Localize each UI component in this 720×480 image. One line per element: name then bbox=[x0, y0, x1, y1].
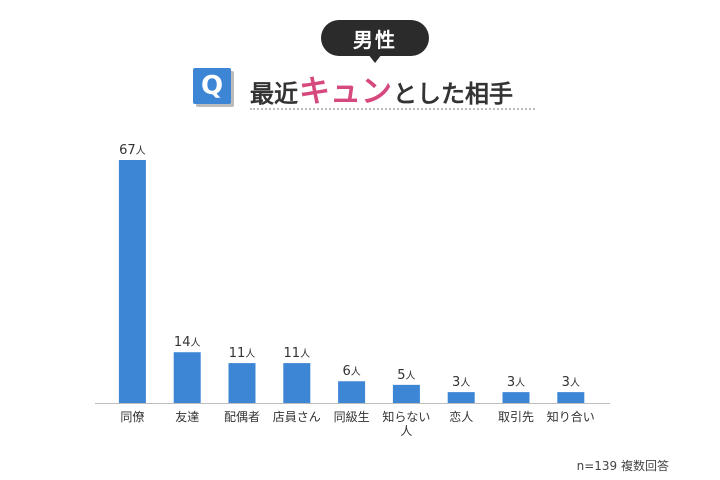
value-label: 14人 bbox=[174, 335, 201, 350]
title-prefix: 最近 bbox=[250, 80, 298, 108]
value-label: 3人 bbox=[562, 375, 580, 390]
category-label: 同僚 bbox=[120, 409, 144, 424]
value-label: 11人 bbox=[284, 346, 311, 361]
category-label: 恋人 bbox=[449, 409, 473, 424]
category-label: 配偶者 bbox=[224, 410, 260, 424]
bar-配偶者 bbox=[228, 363, 256, 403]
value-label: 3人 bbox=[452, 375, 470, 390]
title-divider bbox=[250, 108, 535, 110]
value-label: 67人 bbox=[119, 143, 146, 158]
bar-同級生 bbox=[338, 381, 366, 403]
category-label: 知らない人 bbox=[382, 410, 430, 438]
bar-知らない人 bbox=[392, 384, 420, 403]
category-label: 取引先 bbox=[498, 410, 534, 424]
title-accent: キュン bbox=[299, 74, 392, 110]
value-label: 5人 bbox=[397, 368, 415, 383]
bar-友達 bbox=[173, 352, 201, 403]
value-label: 11人 bbox=[229, 346, 256, 361]
category-label: 知り合い bbox=[547, 409, 595, 424]
bar-恋人 bbox=[447, 392, 475, 403]
category-label: 友達 bbox=[175, 410, 199, 424]
bar-店員さん bbox=[283, 363, 311, 403]
gender-badge: 男性 bbox=[321, 20, 429, 64]
question-icon: Q bbox=[193, 68, 231, 104]
value-label: 3人 bbox=[507, 375, 525, 390]
bar-知り合い bbox=[557, 392, 585, 403]
speech-bubble-tail bbox=[368, 54, 382, 63]
category-label: 同級生 bbox=[334, 410, 370, 424]
value-label: 6人 bbox=[342, 364, 360, 379]
category-label: 店員さん bbox=[273, 410, 321, 424]
title-suffix: とした相手 bbox=[393, 80, 513, 108]
bar-同僚 bbox=[118, 160, 146, 403]
sample-note: n=139 複数回答 bbox=[576, 459, 669, 473]
gender-badge-label: 男性 bbox=[321, 20, 429, 56]
bar-取引先 bbox=[502, 392, 530, 403]
question-title: 最近 キュン とした相手 bbox=[250, 66, 513, 110]
